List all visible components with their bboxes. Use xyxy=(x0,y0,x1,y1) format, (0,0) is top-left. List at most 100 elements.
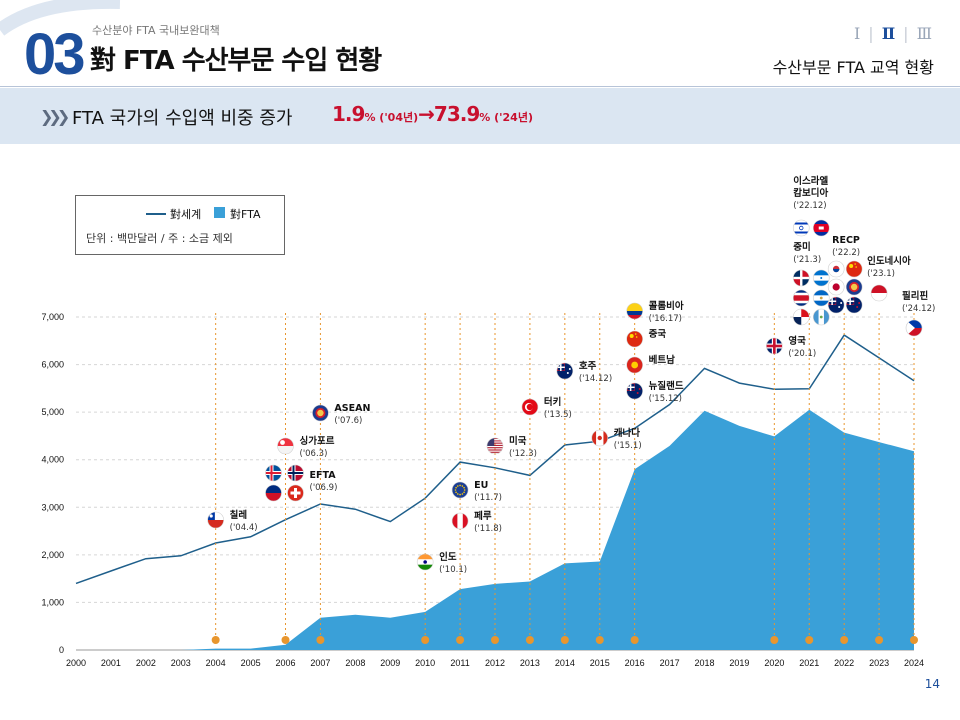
flag-body xyxy=(846,261,863,277)
flag-part xyxy=(629,334,634,338)
flag-body xyxy=(828,261,845,277)
flag-body xyxy=(813,309,830,325)
flag-border xyxy=(905,319,923,337)
annotation-date: ('22.2) xyxy=(832,248,860,258)
flag-part xyxy=(423,560,427,564)
flag-border xyxy=(792,289,810,307)
stat-from: 1.9 xyxy=(332,102,365,126)
flag-part xyxy=(463,489,466,491)
indonesia-flag-icon xyxy=(870,284,888,302)
x-tick-label: 2014 xyxy=(555,658,575,668)
peru-flag-icon xyxy=(451,512,469,530)
flag-part xyxy=(855,266,857,268)
flag-part xyxy=(828,300,837,303)
japan-flag-icon xyxy=(827,278,845,296)
x-tick-label: 2005 xyxy=(241,658,261,668)
annotation-date: ('15.1) xyxy=(614,441,642,451)
x-tick-label: 2017 xyxy=(660,658,680,668)
flag-body xyxy=(521,399,538,415)
annotation-date: ('06.9) xyxy=(310,483,338,493)
nav-item-2[interactable]: Ⅱ xyxy=(881,24,896,43)
flag-part xyxy=(832,269,840,273)
y-tick-label: 3,000 xyxy=(41,502,64,512)
stat-arrow: → xyxy=(418,102,435,126)
australia-flag-icon xyxy=(556,362,574,380)
flag-part xyxy=(906,328,922,336)
flag-part xyxy=(801,309,810,317)
flag-part xyxy=(461,485,464,487)
flag-part xyxy=(819,296,823,300)
annotation-9: 호주 ('14.12) xyxy=(579,361,612,384)
x-tick-label: 2024 xyxy=(904,658,924,668)
flag-part xyxy=(626,386,635,389)
flag-body xyxy=(906,320,922,336)
flag-part xyxy=(871,285,888,293)
stat-from-unit: % ('04년) xyxy=(364,111,419,124)
flag-part xyxy=(487,449,503,451)
cambodia-flag-icon xyxy=(812,219,830,237)
legend-unit-note: 단위 : 백만달러 / 주 : 소금 제외 xyxy=(86,232,233,245)
flag-part xyxy=(603,430,608,446)
flag-part xyxy=(813,280,830,286)
flag-part xyxy=(459,484,461,487)
vietnam-flag-icon xyxy=(626,356,643,374)
flag-part xyxy=(854,263,856,265)
nicaragua-flag-icon xyxy=(812,289,830,307)
legend-area-label: 對FTA xyxy=(230,208,261,221)
asean-flag-icon xyxy=(845,278,863,296)
annotation-20: 필리핀 ('24.12) xyxy=(902,290,935,314)
flag-part xyxy=(487,439,503,441)
flag-border xyxy=(265,484,282,502)
x-tick-label: 2015 xyxy=(590,658,610,668)
flag-part xyxy=(459,493,461,496)
stat-to: 73.9 xyxy=(433,102,480,126)
annotation-label: 인도 xyxy=(439,552,457,563)
iceland-flag-icon xyxy=(265,464,282,482)
flag-part xyxy=(799,226,803,230)
panama-flag-icon xyxy=(792,308,810,326)
annotation-label: 터키 xyxy=(544,396,561,408)
banner-stat: 1.9% ('04년)→73.9% ('24년) xyxy=(332,102,533,126)
nav-item-3[interactable]: Ⅲ xyxy=(916,24,932,43)
event-marker xyxy=(805,636,814,644)
x-tick-label: 2000 xyxy=(66,658,86,668)
flag-part xyxy=(638,388,641,390)
flag-part xyxy=(793,295,810,301)
stat-to-unit: % ('24년) xyxy=(479,111,533,124)
flag-body xyxy=(626,357,643,373)
annotation-10: 캐나다 ('15.1) xyxy=(614,427,642,451)
annotation-label: 필리핀 xyxy=(902,290,928,302)
flag-body xyxy=(591,430,608,446)
x-tick-label: 2003 xyxy=(171,658,191,668)
flag-part xyxy=(461,493,464,495)
flag-part xyxy=(487,438,503,440)
flag-border xyxy=(486,437,504,455)
flag-body xyxy=(265,485,282,501)
flag-part xyxy=(455,491,457,494)
flag-part xyxy=(456,485,459,487)
guatemala-flag-icon xyxy=(812,308,830,326)
event-marker xyxy=(910,636,918,644)
flag-border xyxy=(626,356,643,374)
annotation-date: ('11.7) xyxy=(474,493,502,503)
flag-body xyxy=(452,513,469,529)
australia-flag-icon xyxy=(827,296,845,314)
flag-body xyxy=(813,270,830,286)
page-title: 對 FTA 수산부문 수입 현황 xyxy=(90,46,382,76)
flag-part xyxy=(209,514,213,518)
flag-border xyxy=(792,269,810,287)
norway-flag-icon xyxy=(287,464,304,482)
x-tick-label: 2011 xyxy=(450,658,469,668)
annotation-date: ('15.12) xyxy=(649,394,682,404)
flag-body xyxy=(846,297,863,313)
annotation-date: ('06.3) xyxy=(300,449,328,459)
india-flag-icon xyxy=(416,553,434,571)
flag-body xyxy=(846,279,863,295)
nav-item-1[interactable]: Ⅰ xyxy=(853,24,861,43)
flag-body xyxy=(487,438,503,453)
annotation-4: 인도 ('10.1) xyxy=(439,552,467,575)
annotation-date: ('22.12) xyxy=(793,201,826,211)
annotation-label: 캐나다 xyxy=(614,427,640,439)
annotation-date: ('12.3) xyxy=(509,449,537,459)
